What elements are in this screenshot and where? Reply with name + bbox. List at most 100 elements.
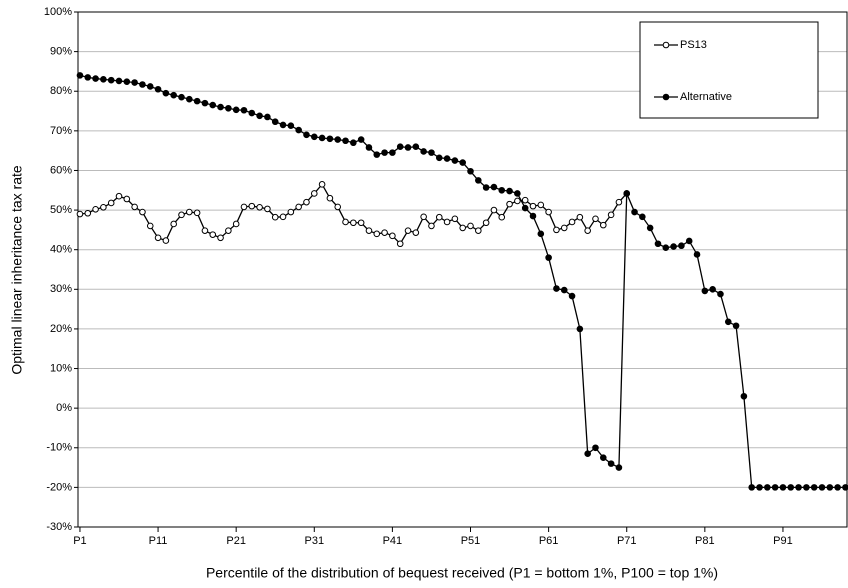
data-point bbox=[412, 143, 420, 150]
data-point bbox=[107, 76, 115, 84]
x-tick-label: P1 bbox=[73, 535, 86, 547]
data-point bbox=[748, 484, 756, 491]
data-point bbox=[326, 135, 334, 143]
data-point bbox=[568, 218, 576, 226]
series-line bbox=[79, 74, 846, 489]
series-line bbox=[79, 183, 628, 245]
data-point bbox=[584, 227, 591, 234]
data-point bbox=[607, 211, 615, 219]
data-point bbox=[560, 286, 568, 294]
data-point bbox=[350, 139, 357, 147]
data-point bbox=[178, 211, 185, 219]
data-point bbox=[248, 109, 256, 117]
data-point bbox=[256, 204, 263, 211]
x-tick-label: P31 bbox=[304, 535, 324, 547]
y-tick-label: -20% bbox=[46, 481, 72, 493]
data-point bbox=[740, 392, 748, 400]
data-point bbox=[146, 83, 154, 90]
data-point bbox=[170, 220, 177, 228]
data-point bbox=[389, 149, 396, 156]
data-point bbox=[615, 464, 623, 471]
data-point bbox=[334, 136, 342, 143]
data-point bbox=[654, 240, 662, 248]
data-point bbox=[287, 122, 295, 129]
data-point bbox=[795, 484, 802, 491]
data-point bbox=[162, 89, 170, 97]
data-point bbox=[506, 200, 513, 208]
legend-label: PS13 bbox=[680, 39, 707, 51]
data-point bbox=[310, 133, 318, 141]
data-point bbox=[475, 177, 482, 184]
y-tick-label: 60% bbox=[50, 164, 72, 176]
x-tick-label: P51 bbox=[461, 535, 481, 547]
data-point bbox=[232, 106, 240, 114]
data-point bbox=[92, 75, 99, 82]
data-point bbox=[295, 126, 302, 134]
y-tick-label: -10% bbox=[46, 442, 72, 454]
data-point bbox=[592, 215, 599, 223]
y-tick-label: 40% bbox=[50, 244, 72, 256]
y-tick-label: 10% bbox=[50, 362, 72, 374]
y-tick-label: 70% bbox=[50, 125, 72, 137]
data-point bbox=[545, 208, 552, 216]
data-point bbox=[396, 143, 404, 150]
data-point bbox=[553, 226, 560, 234]
data-point bbox=[771, 484, 779, 491]
data-point bbox=[107, 199, 115, 207]
data-point bbox=[631, 208, 638, 216]
data-point bbox=[678, 242, 685, 250]
data-point bbox=[514, 197, 521, 205]
data-point bbox=[537, 201, 545, 209]
legend-label: Alternative bbox=[680, 91, 732, 103]
data-point bbox=[318, 181, 326, 188]
data-point bbox=[264, 205, 271, 213]
data-point bbox=[584, 450, 591, 458]
data-point bbox=[459, 224, 466, 232]
data-point bbox=[131, 203, 138, 211]
data-point bbox=[467, 222, 474, 230]
data-point bbox=[639, 213, 646, 221]
data-point bbox=[537, 230, 545, 238]
data-point bbox=[123, 78, 131, 86]
data-point bbox=[529, 202, 537, 210]
data-point bbox=[529, 212, 537, 220]
data-point bbox=[186, 95, 193, 103]
data-point bbox=[521, 196, 529, 204]
data-point bbox=[295, 203, 302, 211]
data-point bbox=[435, 154, 443, 162]
data-point bbox=[412, 229, 420, 236]
data-point bbox=[842, 484, 848, 491]
data-point bbox=[717, 290, 724, 298]
data-point bbox=[451, 157, 459, 164]
x-tick-label: P61 bbox=[539, 535, 559, 547]
data-point bbox=[451, 215, 459, 223]
data-point bbox=[92, 205, 99, 213]
data-point bbox=[646, 224, 654, 232]
data-point bbox=[365, 144, 373, 151]
data-point bbox=[365, 227, 373, 234]
data-point bbox=[287, 208, 295, 216]
data-point bbox=[318, 134, 326, 142]
data-point bbox=[818, 484, 826, 491]
data-point bbox=[100, 76, 107, 83]
data-point bbox=[670, 243, 677, 250]
data-point bbox=[225, 104, 232, 112]
data-point bbox=[271, 118, 279, 126]
y-tick-label: 50% bbox=[50, 204, 72, 216]
data-point bbox=[498, 186, 506, 194]
data-point bbox=[193, 209, 201, 217]
data-point bbox=[404, 144, 412, 151]
data-point bbox=[84, 74, 92, 81]
legend-marker bbox=[662, 41, 670, 49]
data-point bbox=[170, 91, 177, 99]
data-point bbox=[310, 190, 318, 197]
data-point bbox=[490, 206, 498, 214]
x-tick-label: P11 bbox=[149, 535, 168, 547]
data-point bbox=[732, 322, 740, 330]
data-point bbox=[342, 137, 349, 145]
y-tick-label: 20% bbox=[50, 323, 72, 335]
data-point bbox=[709, 286, 716, 293]
y-tick-label: 90% bbox=[50, 46, 72, 58]
data-point bbox=[131, 79, 138, 86]
